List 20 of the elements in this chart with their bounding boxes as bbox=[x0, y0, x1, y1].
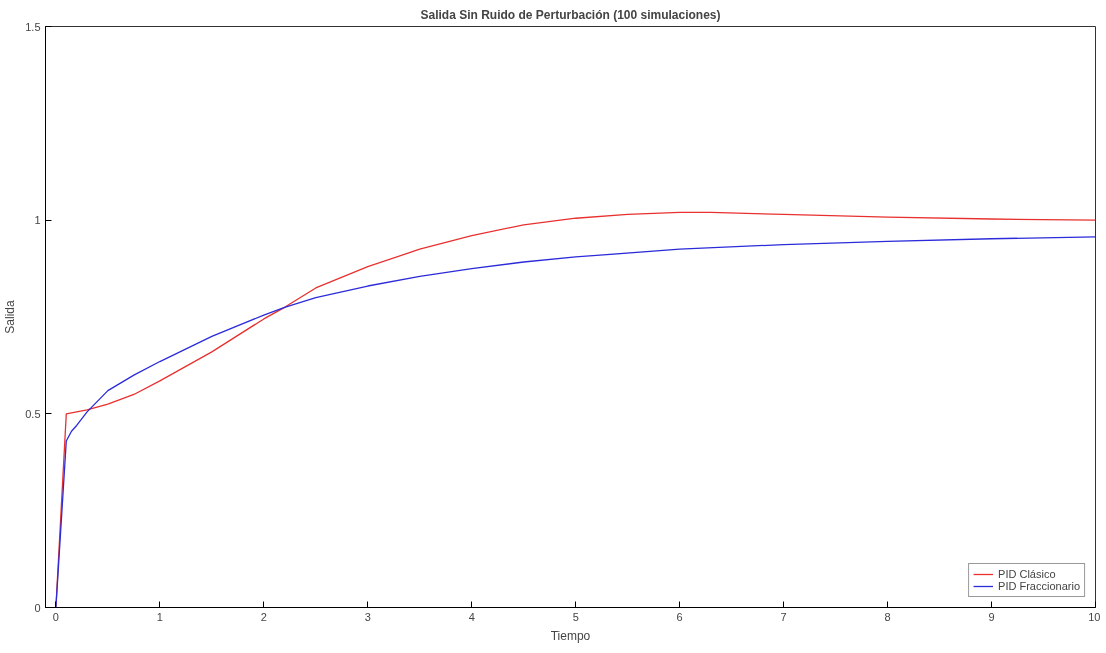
x-tick-label: 2 bbox=[260, 610, 267, 623]
y-tick-label: 1 bbox=[34, 214, 41, 227]
x-tick-label: 1 bbox=[156, 610, 163, 623]
legend-label: PID Clásico bbox=[998, 568, 1056, 580]
y-axis-title: Salida bbox=[3, 300, 18, 334]
x-tick-label: 7 bbox=[780, 610, 787, 623]
legend-label: PID Fraccionario bbox=[998, 580, 1080, 592]
x-tick-label: 5 bbox=[572, 610, 579, 623]
x-tick-label: 3 bbox=[364, 610, 371, 623]
x-tick-label: 9 bbox=[988, 610, 995, 623]
x-tick-label: 4 bbox=[468, 610, 475, 623]
x-tick-label: 8 bbox=[884, 610, 891, 623]
x-tick-label: 6 bbox=[676, 610, 683, 623]
y-tick-label: 0 bbox=[34, 601, 41, 614]
chart-title: Salida Sin Ruido de Perturbación (100 simulaciones) bbox=[420, 7, 721, 22]
y-tick-label: 0.5 bbox=[25, 407, 41, 420]
x-tick-label: 0 bbox=[52, 610, 59, 623]
x-axis-title: Tiempo bbox=[550, 628, 591, 643]
y-tick-label: 1.5 bbox=[25, 20, 41, 33]
x-tick-label: 10 bbox=[1088, 610, 1101, 623]
